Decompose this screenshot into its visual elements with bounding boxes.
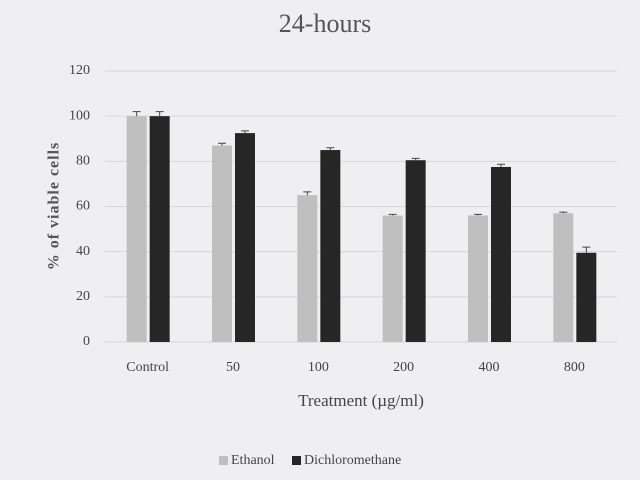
- bar: [149, 116, 170, 343]
- error-bar: [241, 130, 249, 134]
- legend-label: Ethanol: [231, 453, 275, 468]
- y-tick-label: 20: [76, 289, 90, 304]
- bar: [235, 133, 255, 342]
- error-bar: [411, 157, 420, 161]
- y-tick-label: 80: [76, 154, 90, 169]
- chart-title: 24-hours: [279, 9, 371, 38]
- y-tick-label: 0: [83, 334, 90, 349]
- y-tick-label: 60: [76, 199, 90, 214]
- error-bar: [326, 147, 335, 151]
- bar: [212, 145, 232, 342]
- bar: [405, 160, 426, 342]
- legend-swatch: [219, 456, 228, 465]
- x-tick-label: 200: [393, 360, 414, 375]
- legend-label: Dichloromethane: [304, 453, 401, 468]
- bar: [553, 213, 574, 342]
- error-bar: [474, 213, 482, 216]
- error-bar: [497, 163, 505, 167]
- x-axis-title: Treatment (µg/ml): [298, 391, 424, 410]
- y-tick-label: 40: [76, 244, 90, 259]
- error-bar: [303, 191, 312, 196]
- error-bar: [559, 211, 568, 214]
- error-bar: [155, 111, 164, 117]
- x-tick-label: 100: [308, 360, 329, 375]
- bar: [382, 215, 403, 342]
- bar: [320, 150, 341, 342]
- bar: [491, 166, 511, 342]
- bar: [576, 252, 597, 342]
- y-tick-label: 100: [69, 108, 90, 123]
- x-tick-label: 400: [479, 360, 500, 375]
- error-bar: [388, 213, 397, 216]
- bar: [126, 116, 147, 343]
- bar: [468, 215, 488, 342]
- error-bar: [218, 142, 226, 146]
- x-tick-label: Control: [126, 360, 169, 375]
- bar: [297, 195, 318, 342]
- legend-swatch: [292, 456, 301, 465]
- error-bar: [132, 111, 141, 117]
- x-tick-label: 50: [226, 360, 240, 375]
- error-bar: [582, 246, 591, 253]
- y-axis-title: % of viable cells: [46, 142, 63, 271]
- y-tick-label: 120: [69, 63, 90, 78]
- x-tick-label: 800: [564, 360, 585, 375]
